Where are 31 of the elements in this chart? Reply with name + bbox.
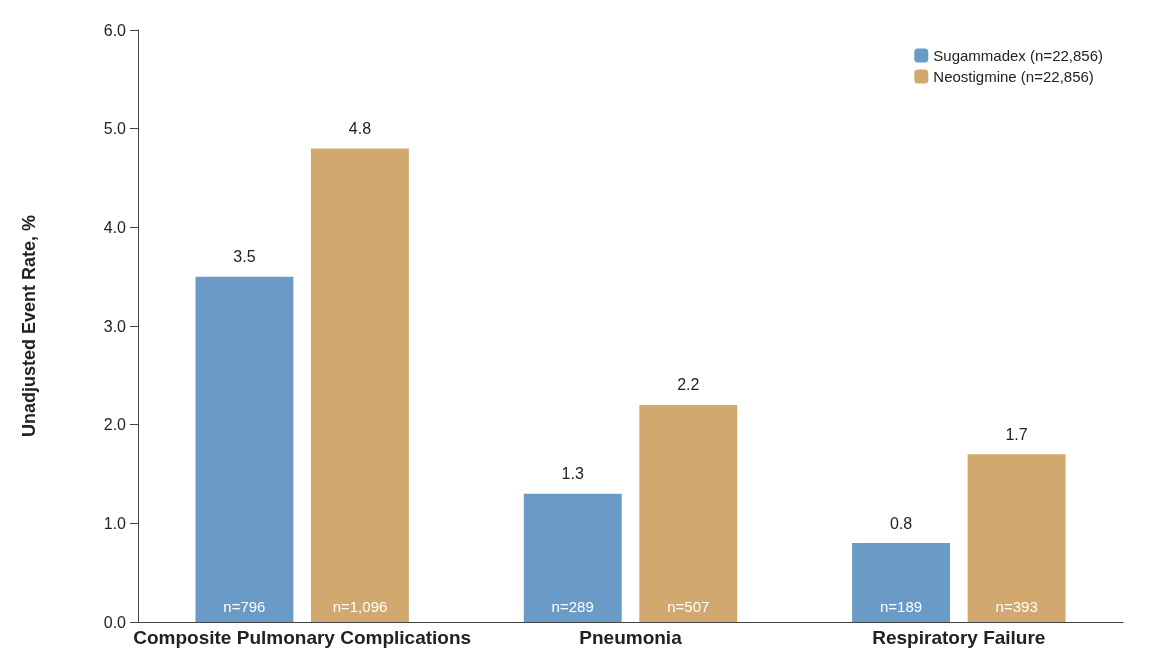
- data-label: 1.7: [1005, 425, 1028, 443]
- x-tick-label: Pneumonia: [579, 627, 683, 648]
- bar: [967, 454, 1066, 622]
- data-label: 0.8: [889, 514, 913, 532]
- y-axis-title: Unadjusted Event Rate, %: [19, 214, 39, 438]
- annotation: n=507: [667, 598, 710, 615]
- y-tick-label: 4.0: [103, 218, 127, 236]
- y-tick-label: 3.0: [103, 317, 127, 335]
- annotation: n=393: [995, 598, 1038, 615]
- legend-label: Neostigmine (n=22,856): [933, 68, 1094, 85]
- bar: [310, 148, 409, 622]
- y-tick-label: 1.0: [103, 514, 127, 532]
- bar: [852, 543, 951, 622]
- data-label: 1.3: [561, 465, 584, 483]
- annotation: n=189: [879, 598, 923, 615]
- annotation: n=1,096: [332, 598, 388, 615]
- x-tick-label: Respiratory Failure: [872, 627, 1046, 648]
- legend-label: Sugammadex (n=22,856): [933, 47, 1103, 64]
- y-tick-label: 6.0: [103, 21, 127, 39]
- bar: [523, 493, 622, 622]
- data-label: 4.8: [348, 119, 372, 137]
- bar: [639, 404, 738, 622]
- x-tick-label: Composite Pulmonary Complications: [133, 627, 472, 648]
- data-label: 2.2: [677, 376, 700, 394]
- annotation: n=796: [223, 598, 266, 615]
- y-tick-label: 5.0: [103, 120, 127, 138]
- bar: [195, 276, 294, 622]
- y-tick-label: 2.0: [103, 416, 127, 434]
- data-label: 3.5: [233, 248, 256, 266]
- y-tick-label: 0.0: [103, 613, 127, 631]
- annotation: n=289: [551, 598, 594, 615]
